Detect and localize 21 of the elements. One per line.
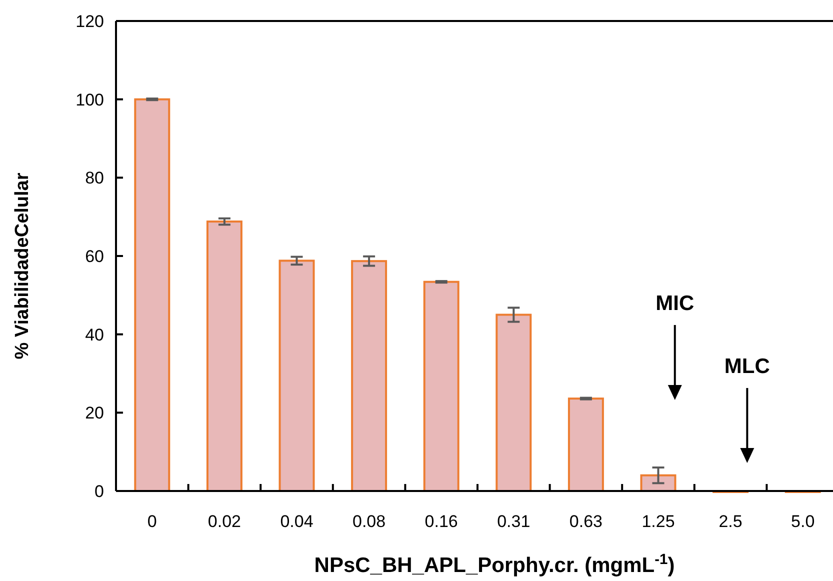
y-tick-label: 40 xyxy=(85,325,104,344)
y-tick-label: 80 xyxy=(85,168,104,188)
y-tick-label: 60 xyxy=(85,246,104,266)
y-tick-label: 100 xyxy=(76,90,104,110)
x-tick-label: 2.5 xyxy=(718,512,742,531)
x-tick-label: 0.02 xyxy=(208,512,241,531)
x-tick-label: 0.04 xyxy=(280,512,314,531)
y-axis-title: % ViabilidadeCelular xyxy=(12,172,33,360)
x-tick-label: 5.0 xyxy=(791,512,815,531)
annotation: MLC xyxy=(724,355,770,378)
annotation: MIC xyxy=(656,292,694,315)
x-tick-label: 0.16 xyxy=(424,512,458,531)
x-tick-label: 1.25 xyxy=(642,512,675,531)
x-tick-label: 0.08 xyxy=(352,512,386,531)
y-tick-label: 120 xyxy=(76,12,104,31)
x-tick-label: 0.31 xyxy=(497,512,530,531)
y-tick-label: 20 xyxy=(85,404,104,423)
x-tick-label: 0 xyxy=(147,512,157,531)
y-tick-label: 0 xyxy=(94,482,104,501)
x-axis-title: NPsC_BH_APL_Porphy.cr. (mgmL$^{-1}$) xyxy=(314,552,675,577)
x-tick-label: 0.63 xyxy=(569,512,602,531)
